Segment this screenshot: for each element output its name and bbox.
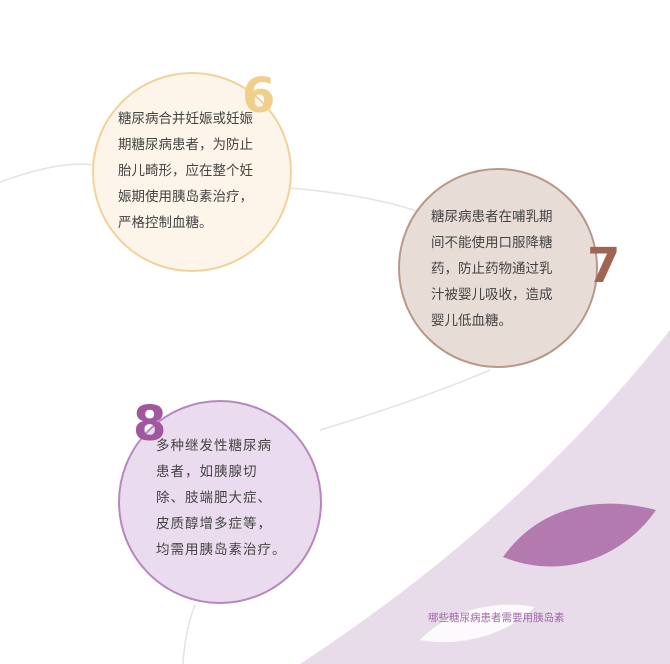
item-text-7: 糖尿病患者在哺乳期 间不能使用口服降糖 药，防止药物通过乳 汁被婴儿吸收，造成 …	[431, 209, 553, 329]
white-leaf	[420, 604, 535, 643]
item-text-6: 糖尿病合并妊娠或妊娠 期糖尿病患者，为防止 胎儿畸形，应在整个妊 娠期使用胰岛素…	[118, 111, 253, 231]
circle-item-8	[118, 400, 322, 604]
item-number-6: 6	[242, 68, 276, 124]
connector-line-3	[319, 369, 491, 431]
item-number-8: 8	[133, 396, 167, 452]
lilac-wedge	[300, 330, 670, 664]
connector-line-1	[0, 163, 96, 183]
connector-line-2	[289, 187, 421, 213]
purple-leaf	[503, 503, 656, 567]
connector-line-4	[182, 604, 196, 664]
item-number-7: 7	[587, 238, 621, 294]
item-text-8: 多种继发性糖尿病 患者，如胰腺切 除、肢端肥大症、 皮质醇增多症等， 均需用胰岛…	[156, 438, 287, 558]
circle-item-7	[398, 168, 598, 368]
footer-caption: 哪些糖尿病患者需要用胰岛素	[428, 612, 565, 624]
circle-item-6	[92, 72, 292, 272]
